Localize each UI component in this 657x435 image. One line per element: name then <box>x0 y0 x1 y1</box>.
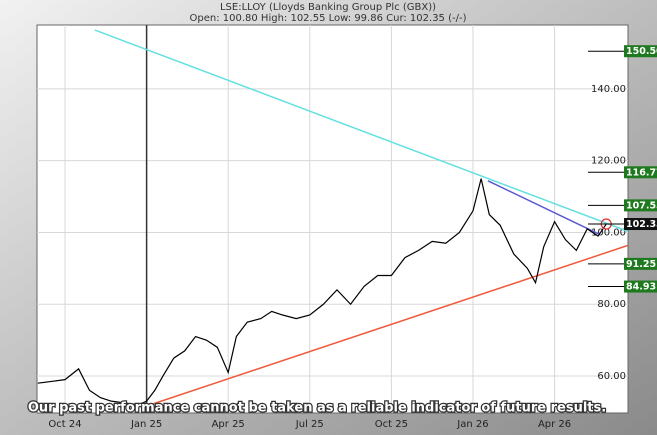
y-tick-label: 120.00 <box>591 156 626 167</box>
level-box <box>624 166 657 179</box>
level-label: 116.77 <box>626 167 657 178</box>
trend-line <box>487 180 601 236</box>
chart-title: LSE:LLOY (Lloyds Banking Group Plc (GBX)… <box>220 2 436 13</box>
x-tick-label: Jan 26 <box>456 419 488 430</box>
chart-subtitle: Open: 100.80 High: 102.55 Low: 99.86 Cur… <box>190 13 467 24</box>
y-tick-label: 100.00 <box>591 227 626 238</box>
level-label: 150.50 <box>626 46 657 57</box>
level-label: 84.93 <box>626 282 656 293</box>
level-label: 102.35 <box>626 219 657 230</box>
level-box <box>624 199 657 212</box>
price-line <box>37 178 607 406</box>
disclaimer: Our past performance cannot be taken as … <box>28 401 606 416</box>
y-tick-label: 140.00 <box>591 84 626 95</box>
level-box <box>624 218 657 231</box>
trend-line <box>149 244 629 406</box>
y-tick-label: 80.00 <box>597 299 626 310</box>
level-label: 107.55 <box>626 200 657 211</box>
x-tick-label: Oct 25 <box>375 419 408 430</box>
x-tick-label: Apr 25 <box>212 419 245 430</box>
x-tick-label: Jul 25 <box>295 419 324 430</box>
plot-area <box>36 24 629 414</box>
level-box <box>624 45 657 58</box>
x-tick-label: Jan 25 <box>130 419 162 430</box>
level-box <box>624 257 657 270</box>
y-tick-label: 60.00 <box>597 371 626 382</box>
x-tick-label: Apr 26 <box>538 419 571 430</box>
trend-line <box>94 29 629 233</box>
level-label: 91.25 <box>626 259 656 270</box>
level-box <box>624 280 657 293</box>
x-tick-label: Oct 24 <box>48 419 81 430</box>
